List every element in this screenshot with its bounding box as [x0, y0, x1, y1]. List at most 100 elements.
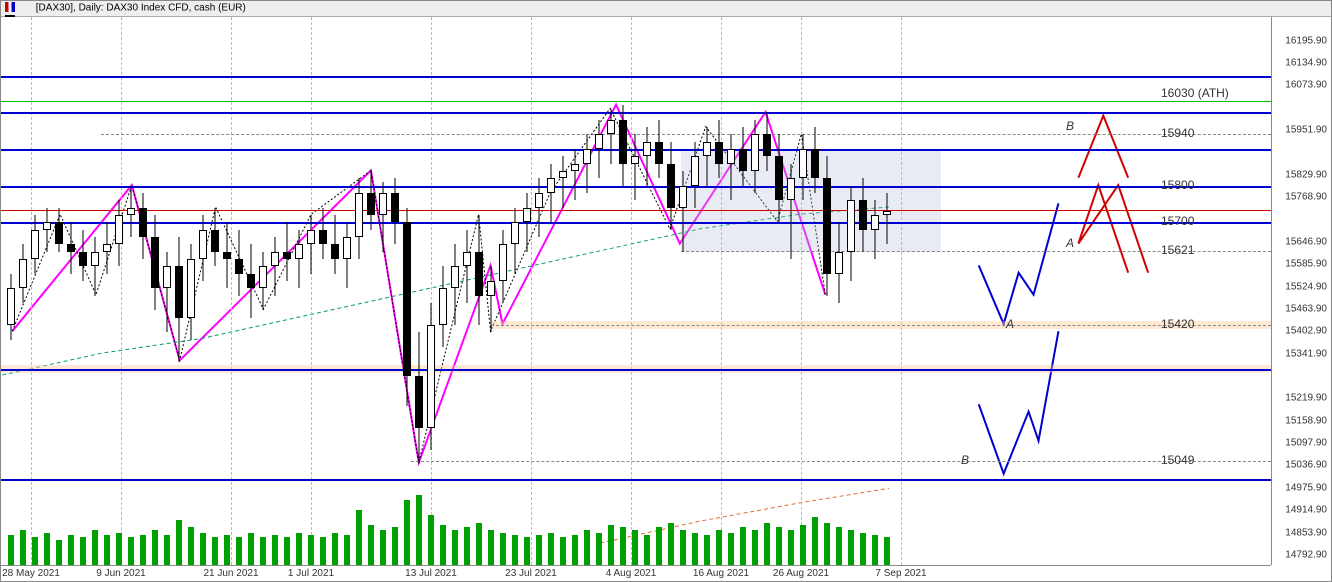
y-tick: 16195.90: [1285, 35, 1327, 46]
flag-icon-1: [5, 2, 15, 12]
volume-bar: [620, 527, 626, 565]
y-tick: 15097.90: [1285, 438, 1327, 449]
price-annotation: 15800: [1161, 178, 1194, 192]
volume-bar: [680, 530, 686, 565]
candle: [751, 120, 759, 193]
volume-bar: [44, 533, 50, 565]
candle: [643, 127, 651, 186]
candle: [355, 178, 363, 259]
y-tick: 14914.90: [1285, 505, 1327, 516]
volume-bar: [176, 520, 182, 565]
y-axis: 16195.9016134.9016073.9015951.9015829.90…: [1271, 17, 1331, 565]
volume-bar: [416, 495, 422, 565]
y-tick: 15402.90: [1285, 326, 1327, 337]
x-gridline: [311, 17, 312, 565]
x-gridline: [231, 17, 232, 565]
volume-bar: [524, 537, 530, 565]
candle: [283, 222, 291, 281]
volume-bar: [20, 530, 26, 565]
x-tick: 28 May 2021: [2, 568, 60, 579]
candle: [631, 134, 639, 200]
volume-bar: [260, 537, 266, 565]
volume-bar: [596, 533, 602, 565]
candle: [787, 164, 795, 259]
x-gridline: [801, 17, 802, 565]
volume-bar: [320, 537, 326, 565]
title-icons: [5, 2, 29, 14]
candle: [403, 208, 411, 406]
y-tick: 16134.90: [1285, 57, 1327, 68]
volume-bar: [572, 535, 578, 565]
volume-bar: [608, 525, 614, 565]
x-gridline: [721, 17, 722, 565]
candle: [847, 186, 855, 281]
volume-bar: [560, 537, 566, 565]
volume-bar: [284, 537, 290, 565]
volume-bar: [56, 540, 62, 565]
volume-bar: [464, 527, 470, 565]
volume-bar: [776, 527, 782, 565]
volume-bar: [32, 537, 38, 565]
level-label: 15420: [1161, 317, 1194, 331]
y-tick: 15951.90: [1285, 124, 1327, 135]
x-tick: 23 Jul 2021: [505, 568, 557, 579]
h-line: [1, 112, 1271, 114]
candle: [43, 208, 51, 252]
candle: [739, 127, 747, 186]
x-gridline: [901, 17, 902, 565]
volume-bar: [440, 525, 446, 565]
volume-bar: [548, 533, 554, 565]
candle: [763, 112, 771, 171]
y-tick: 15158.90: [1285, 415, 1327, 426]
volume-bar: [788, 530, 794, 565]
candle: [187, 244, 195, 339]
y-tick: 15524.90: [1285, 281, 1327, 292]
x-tick: 7 Sep 2021: [875, 568, 926, 579]
candle: [583, 134, 591, 193]
candle: [223, 222, 231, 288]
candle: [199, 215, 207, 281]
candle: [463, 230, 471, 303]
candle: [91, 237, 99, 296]
candle: [835, 222, 843, 303]
volume-bar: [272, 535, 278, 565]
volume-bar: [296, 533, 302, 565]
candle: [499, 230, 507, 303]
volume-bar: [860, 533, 866, 565]
wave-label: A: [1006, 317, 1014, 331]
x-tick: 4 Aug 2021: [606, 568, 657, 579]
volume-bar: [644, 535, 650, 565]
candle: [127, 186, 135, 237]
volume-bar: [704, 535, 710, 565]
volume-bar: [812, 517, 818, 565]
plot-area[interactable]: 16100.0016000.0015900.0015800.0015733.48…: [1, 17, 1271, 565]
volume-bar: [632, 530, 638, 565]
y-tick: 15463.90: [1285, 303, 1327, 314]
y-tick: 14975.90: [1285, 482, 1327, 493]
volume-bar: [248, 533, 254, 565]
candle: [511, 208, 519, 274]
candle: [271, 237, 279, 296]
candle: [703, 127, 711, 186]
candle: [487, 266, 495, 332]
candle: [811, 127, 819, 193]
candle: [823, 156, 831, 295]
candle: [19, 244, 27, 303]
volume-bar: [104, 535, 110, 565]
candle: [871, 200, 879, 259]
volume-bar: [488, 530, 494, 565]
wave-label: A: [1066, 236, 1074, 250]
candle: [799, 134, 807, 200]
y-tick: 15829.90: [1285, 169, 1327, 180]
candle: [775, 134, 783, 222]
level-label: 15621: [1161, 243, 1194, 257]
x-gridline: [31, 17, 32, 565]
candle: [79, 230, 87, 281]
chart-title: [DAX30], Daily: DAX30 Index CFD, cash (E…: [36, 3, 246, 14]
y-tick: 15036.90: [1285, 460, 1327, 471]
candle: [247, 244, 255, 317]
volume-bar: [752, 530, 758, 565]
candle: [103, 222, 111, 273]
x-tick: 16 Aug 2021: [693, 568, 749, 579]
volume-bar: [872, 535, 878, 565]
